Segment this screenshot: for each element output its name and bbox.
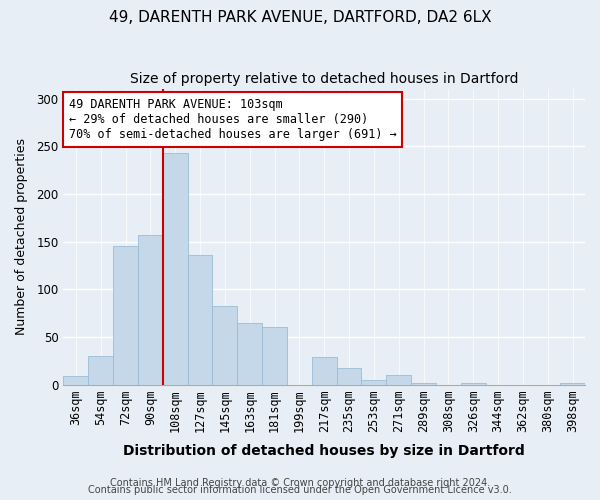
Bar — [64, 376, 88, 385]
Text: 49 DARENTH PARK AVENUE: 103sqm
← 29% of detached houses are smaller (290)
70% of: 49 DARENTH PARK AVENUE: 103sqm ← 29% of … — [68, 98, 397, 141]
Bar — [88, 356, 113, 385]
Bar — [386, 375, 411, 385]
Y-axis label: Number of detached properties: Number of detached properties — [15, 138, 28, 336]
X-axis label: Distribution of detached houses by size in Dartford: Distribution of detached houses by size … — [124, 444, 525, 458]
Bar — [113, 246, 138, 385]
Bar — [337, 368, 361, 385]
Bar — [560, 383, 585, 385]
Bar — [312, 357, 337, 385]
Bar — [262, 326, 287, 385]
Bar — [163, 153, 188, 385]
Bar — [237, 323, 262, 385]
Text: 49, DARENTH PARK AVENUE, DARTFORD, DA2 6LX: 49, DARENTH PARK AVENUE, DARTFORD, DA2 6… — [109, 10, 491, 25]
Bar — [461, 383, 485, 385]
Bar — [188, 255, 212, 385]
Bar — [361, 380, 386, 385]
Text: Contains public sector information licensed under the Open Government Licence v3: Contains public sector information licen… — [88, 485, 512, 495]
Bar — [138, 235, 163, 385]
Text: Contains HM Land Registry data © Crown copyright and database right 2024.: Contains HM Land Registry data © Crown c… — [110, 478, 490, 488]
Bar — [212, 306, 237, 385]
Title: Size of property relative to detached houses in Dartford: Size of property relative to detached ho… — [130, 72, 518, 86]
Bar — [411, 383, 436, 385]
